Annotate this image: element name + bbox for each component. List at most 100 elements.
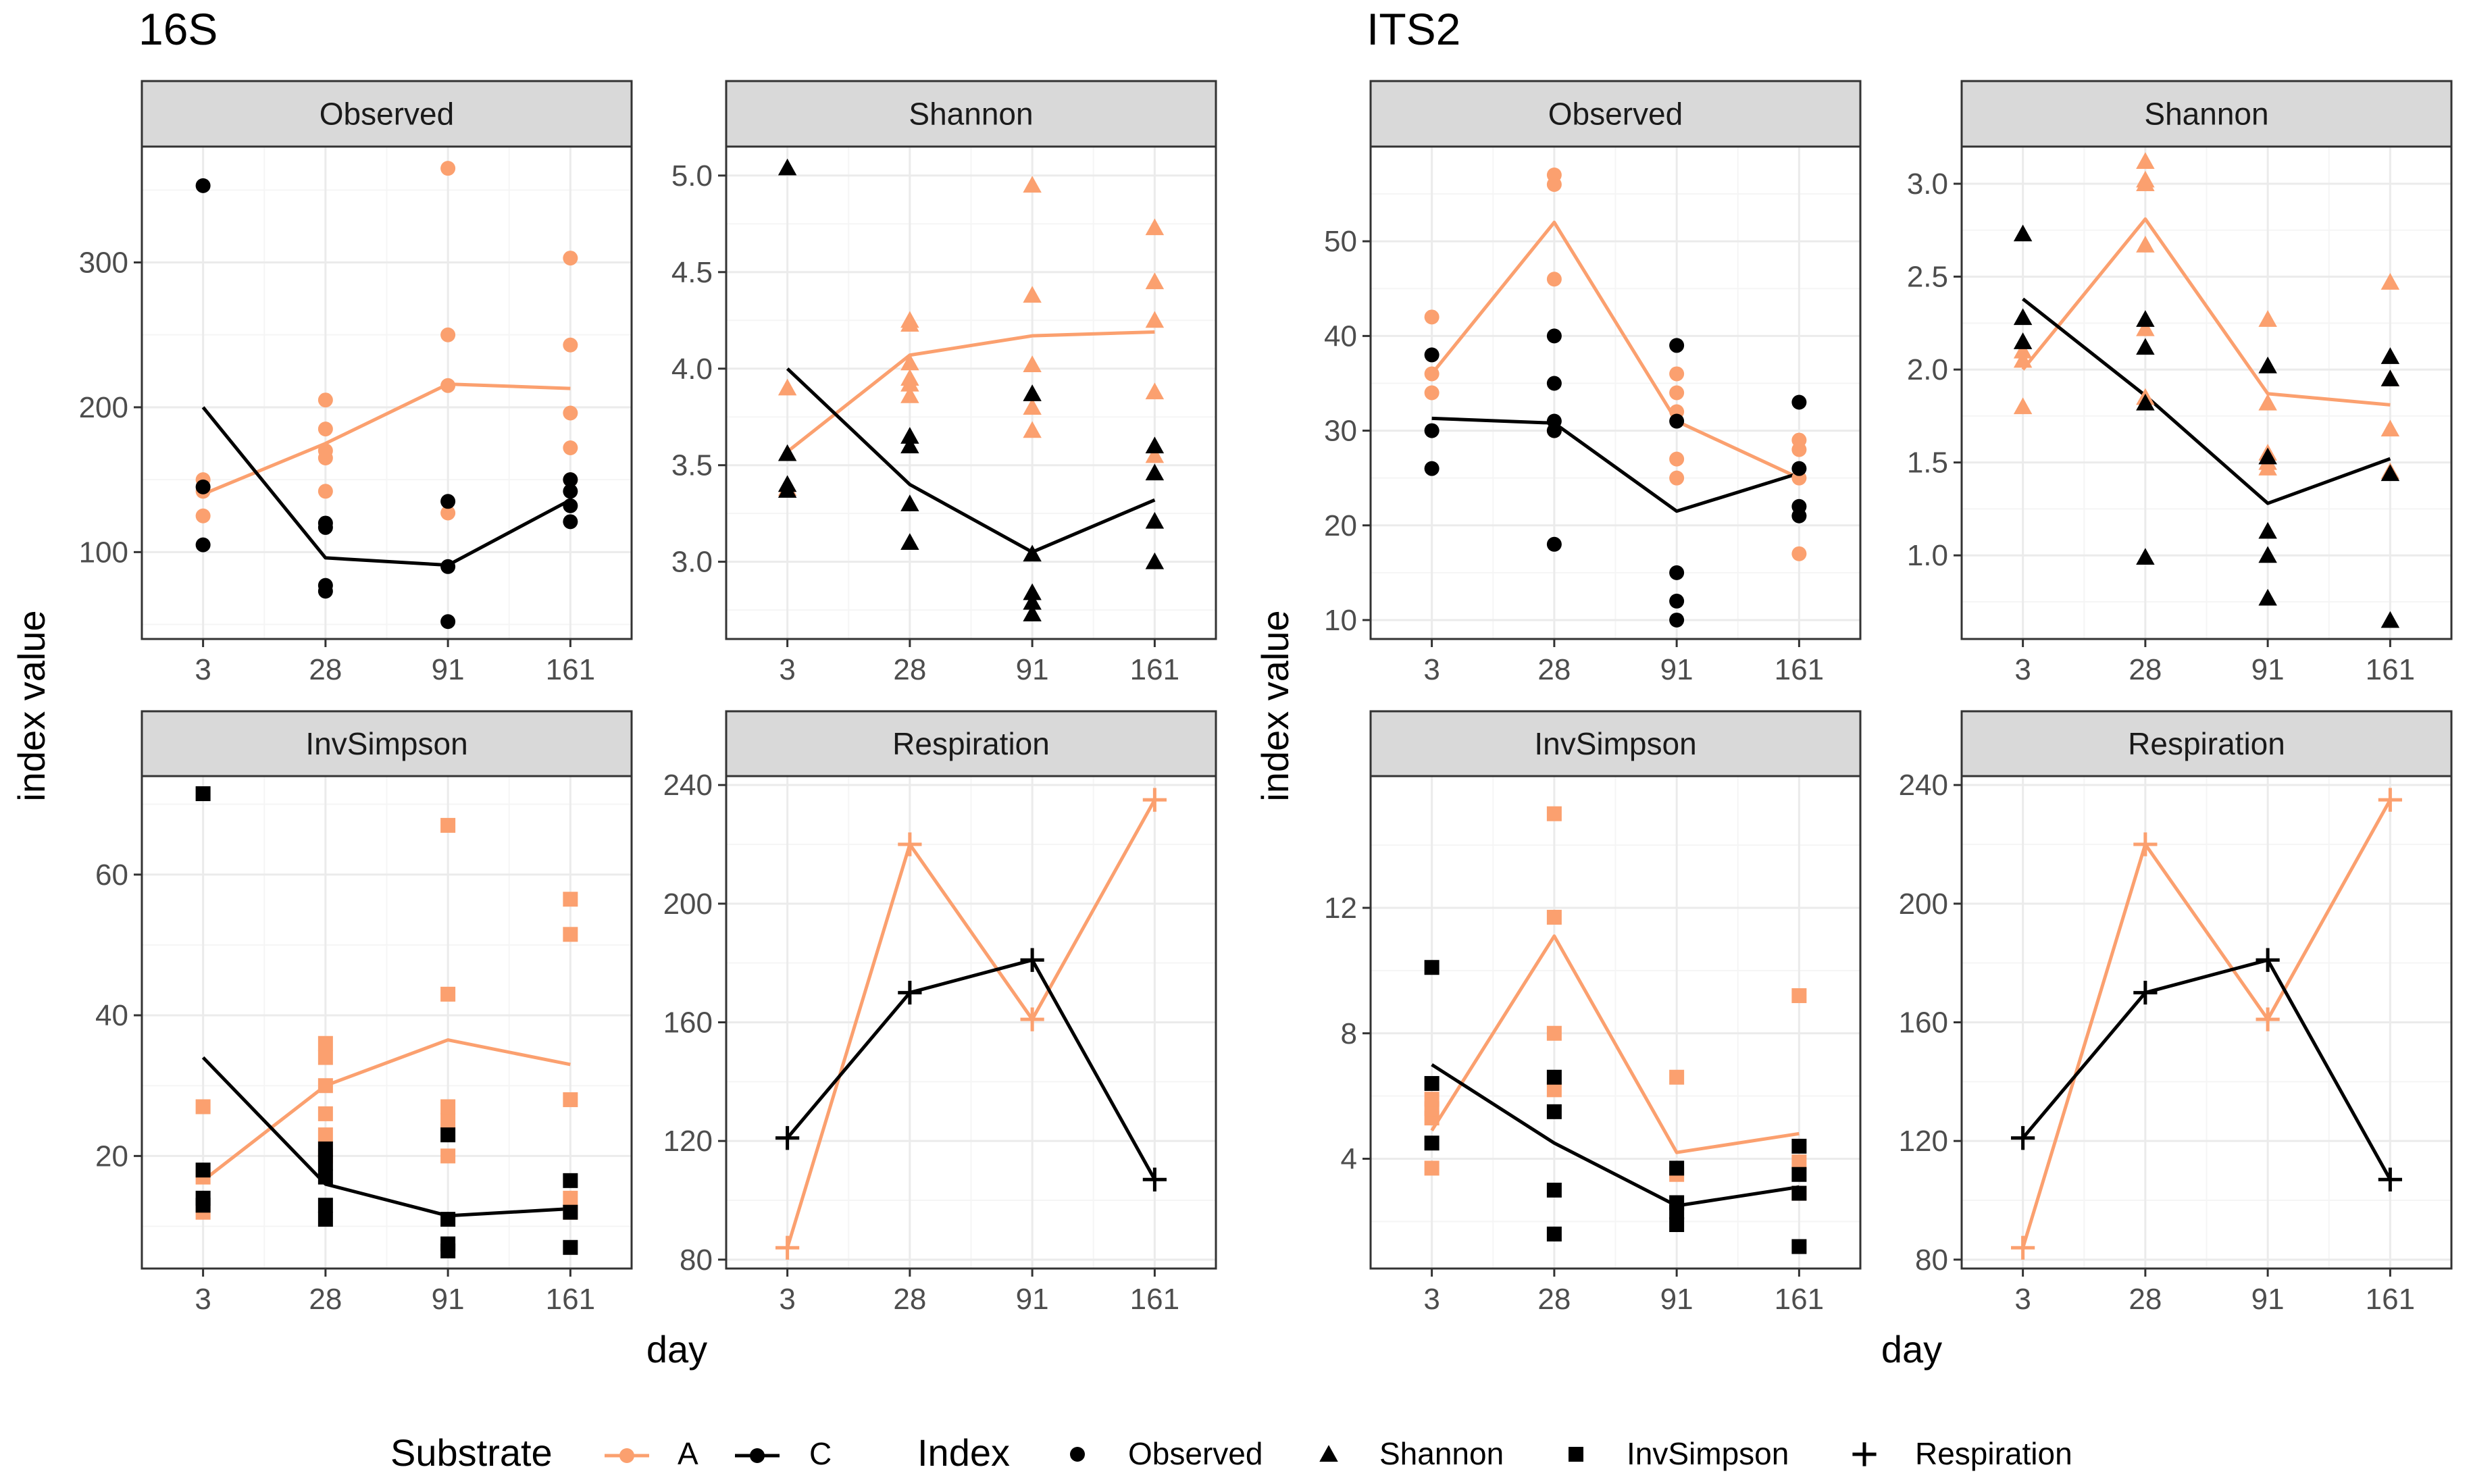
point-substrate-a	[2013, 397, 2033, 415]
line-substrate-c	[1431, 416, 1800, 513]
point-substrate-a	[440, 327, 456, 342]
facet-16s-invsimpson: InvSimpson 20 40 60 3 28 91 161	[95, 710, 633, 1316]
point-substrate-c	[2380, 347, 2400, 364]
y-tick-label: 20	[1324, 509, 1357, 542]
point-substrate-c	[317, 1212, 333, 1227]
point-substrate-c	[440, 1127, 456, 1143]
point-substrate-a	[1669, 385, 1685, 401]
facet-its2-observed: Observed 10 20 30 40 50 3 28 91 161	[1324, 80, 1862, 686]
point-substrate-c	[2136, 338, 2155, 355]
point-substrate-a	[2013, 351, 2033, 368]
point-substrate-c	[1023, 592, 1042, 610]
point-substrate-a	[440, 1113, 456, 1129]
point-substrate-c	[1546, 376, 1562, 391]
x-axis-title-its2: day	[1881, 1328, 1942, 1371]
y-tick-label: 3.0	[671, 546, 713, 579]
y-tick-label: 2.0	[1907, 353, 1948, 386]
point-substrate-c	[317, 578, 333, 593]
point-substrate-c	[1424, 347, 1440, 363]
point-substrate-a	[2136, 152, 2155, 170]
x-tick-label: 161	[1130, 653, 1179, 686]
point-substrate-a	[1669, 366, 1685, 382]
point-substrate-c	[1791, 394, 1807, 410]
y-tick-label: 8	[1341, 1017, 1357, 1050]
legend: Substrate A C Index Observed Shannon Inv…	[390, 1431, 2072, 1474]
y-tick-label: 2.5	[1907, 261, 1948, 294]
point-substrate-c	[1669, 612, 1685, 628]
legend-shape	[1852, 1442, 1877, 1466]
y-axis-title-16s: index value	[10, 610, 53, 801]
point-substrate-a	[900, 353, 919, 371]
point-substrate-c	[195, 479, 211, 494]
point-substrate-c	[440, 1212, 456, 1227]
panel-border	[1960, 145, 2453, 640]
legend-label-shannon: Shannon	[1379, 1436, 1504, 1471]
point-substrate-a	[440, 378, 456, 393]
point-substrate-a	[1023, 398, 1042, 415]
point-substrate-a	[1145, 382, 1165, 400]
point-substrate-c	[1145, 436, 1165, 454]
point-substrate-a	[2256, 1007, 2280, 1031]
facet-strip	[141, 710, 633, 777]
point-substrate-a	[563, 405, 578, 421]
x-tick-label: 91	[2251, 653, 2285, 686]
point-substrate-c	[563, 498, 578, 513]
facet-strip-label: Respiration	[2128, 726, 2285, 761]
y-tick-label: 10	[1324, 604, 1357, 637]
facet-its2-respiration: Respiration 80 120 160 200 240 3 28 91 161	[1899, 710, 2453, 1316]
point-substrate-a	[2133, 832, 2158, 856]
x-tick-label: 91	[432, 653, 465, 686]
x-tick-label: 28	[2129, 1283, 2162, 1316]
line-substrate-a	[2021, 798, 2392, 1248]
point-substrate-a	[1424, 1092, 1440, 1107]
point-substrate-c	[1424, 960, 1440, 975]
line-substrate-a	[2021, 217, 2391, 407]
y-tick-label: 1.0	[1907, 539, 1948, 572]
x-tick-label: 28	[309, 653, 342, 686]
x-tick-label: 28	[309, 1283, 342, 1316]
point-substrate-c	[1669, 1195, 1685, 1210]
point-substrate-c	[1669, 338, 1685, 353]
x-tick-label: 161	[2366, 1283, 2415, 1316]
point-substrate-a	[317, 1106, 333, 1121]
point-substrate-a	[2013, 341, 2033, 359]
x-tick-label: 161	[1775, 1283, 1824, 1316]
point-substrate-a	[563, 337, 578, 353]
line-substrate-c	[786, 367, 1156, 554]
y-tick-label: 4.0	[671, 353, 713, 386]
point-substrate-a	[1142, 788, 1167, 812]
x-tick-label: 3	[779, 653, 795, 686]
point-substrate-c	[563, 472, 578, 488]
legend-substrate-title: Substrate	[390, 1431, 553, 1474]
y-tick-label: 40	[1324, 319, 1357, 353]
point-substrate-a	[317, 484, 333, 499]
point-substrate-c	[195, 537, 211, 553]
legend-label-observed: Observed	[1128, 1436, 1263, 1471]
facet-16s-observed: Observed 100 200 300 3 28 91 161	[79, 80, 633, 686]
point-substrate-c	[1023, 583, 1042, 600]
x-tick-label: 28	[893, 653, 926, 686]
point-substrate-c	[1791, 1167, 1807, 1182]
point-substrate-c	[317, 1155, 333, 1171]
x-tick-label: 161	[546, 653, 595, 686]
legend-shape	[1319, 1445, 1338, 1462]
point-substrate-c	[2258, 546, 2277, 563]
y-tick-label: 200	[1899, 888, 1948, 921]
point-substrate-a	[1424, 366, 1440, 382]
point-substrate-a	[900, 386, 919, 403]
point-substrate-c	[563, 484, 578, 499]
y-tick-label: 240	[1899, 769, 1948, 802]
y-tick-label: 12	[1324, 892, 1357, 925]
facet-strip-label: Shannon	[2144, 97, 2268, 132]
point-substrate-a	[1020, 1007, 1044, 1031]
point-substrate-a	[2136, 236, 2155, 253]
point-substrate-c	[1791, 1239, 1807, 1254]
point-substrate-c	[1546, 328, 1562, 344]
line-substrate-a	[786, 330, 1155, 453]
facet-strip-label: Observed	[320, 97, 454, 132]
point-substrate-c	[900, 427, 919, 444]
point-substrate-a	[1791, 988, 1807, 1004]
point-substrate-c	[2258, 356, 2277, 374]
facet-panels: Observed 100 200 300 3 28 91 161 Shannon 3.0 3.5 4.…	[79, 80, 2453, 1316]
point-substrate-c	[1546, 1104, 1562, 1119]
